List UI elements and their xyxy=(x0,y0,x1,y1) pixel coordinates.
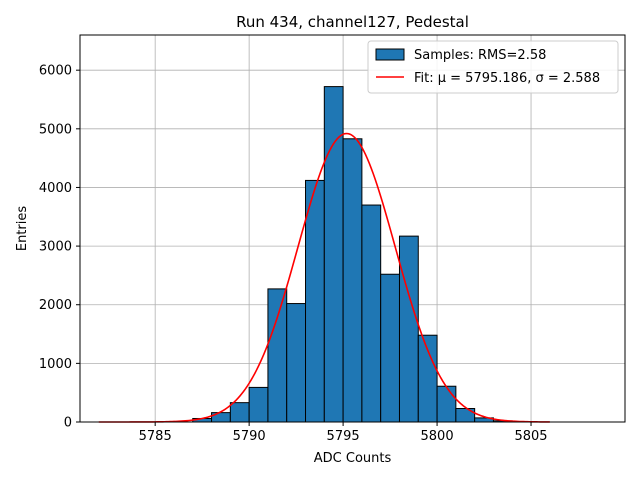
chart-title: Run 434, channel127, Pedestal xyxy=(236,13,469,31)
y-tick-label: 1000 xyxy=(39,357,72,372)
y-axis-label: Entries xyxy=(15,206,30,252)
x-tick-label: 5790 xyxy=(233,429,266,444)
histogram-bar xyxy=(361,204,382,423)
bars-layer xyxy=(192,86,532,423)
x-tick-label: 5800 xyxy=(421,429,454,444)
histogram-bar xyxy=(248,386,269,423)
histogram-bar xyxy=(455,408,476,423)
histogram-bar xyxy=(398,235,419,423)
histogram-bar xyxy=(380,273,400,423)
fit-curve xyxy=(98,132,550,423)
y-tick-label: 0 xyxy=(64,416,72,431)
legend-label-samples: Samples: RMS=2.58 xyxy=(414,48,546,63)
y-tick-label: 3000 xyxy=(39,240,72,255)
y-tick-label: 2000 xyxy=(39,298,72,313)
y-tick-label: 4000 xyxy=(39,181,72,196)
histogram-bar xyxy=(286,303,307,423)
legend: Samples: RMS=2.58 Fit: μ = 5795.186, σ =… xyxy=(367,40,619,94)
histogram-bar xyxy=(229,402,250,423)
legend-box xyxy=(367,40,619,94)
x-tick-label: 5795 xyxy=(327,429,360,444)
histogram-bar xyxy=(267,288,288,423)
x-tick-label: 5785 xyxy=(139,429,172,444)
x-axis-label: ADC Counts xyxy=(314,451,392,466)
y-tick-label: 6000 xyxy=(39,64,72,79)
plot-frame xyxy=(79,34,626,423)
legend-label-fit: Fit: μ = 5795.186, σ = 2.588 xyxy=(414,71,600,86)
legend-swatch-samples xyxy=(375,48,405,61)
histogram-bar xyxy=(436,385,457,423)
ticks-layer: 5785 5790 5795 5800 5805 0 1000 2000 3000 4000 500… xyxy=(39,64,548,444)
y-tick-label: 5000 xyxy=(39,122,72,137)
histogram-bar xyxy=(342,138,363,423)
histogram-bar xyxy=(305,179,325,423)
x-tick-label: 5805 xyxy=(514,429,547,444)
